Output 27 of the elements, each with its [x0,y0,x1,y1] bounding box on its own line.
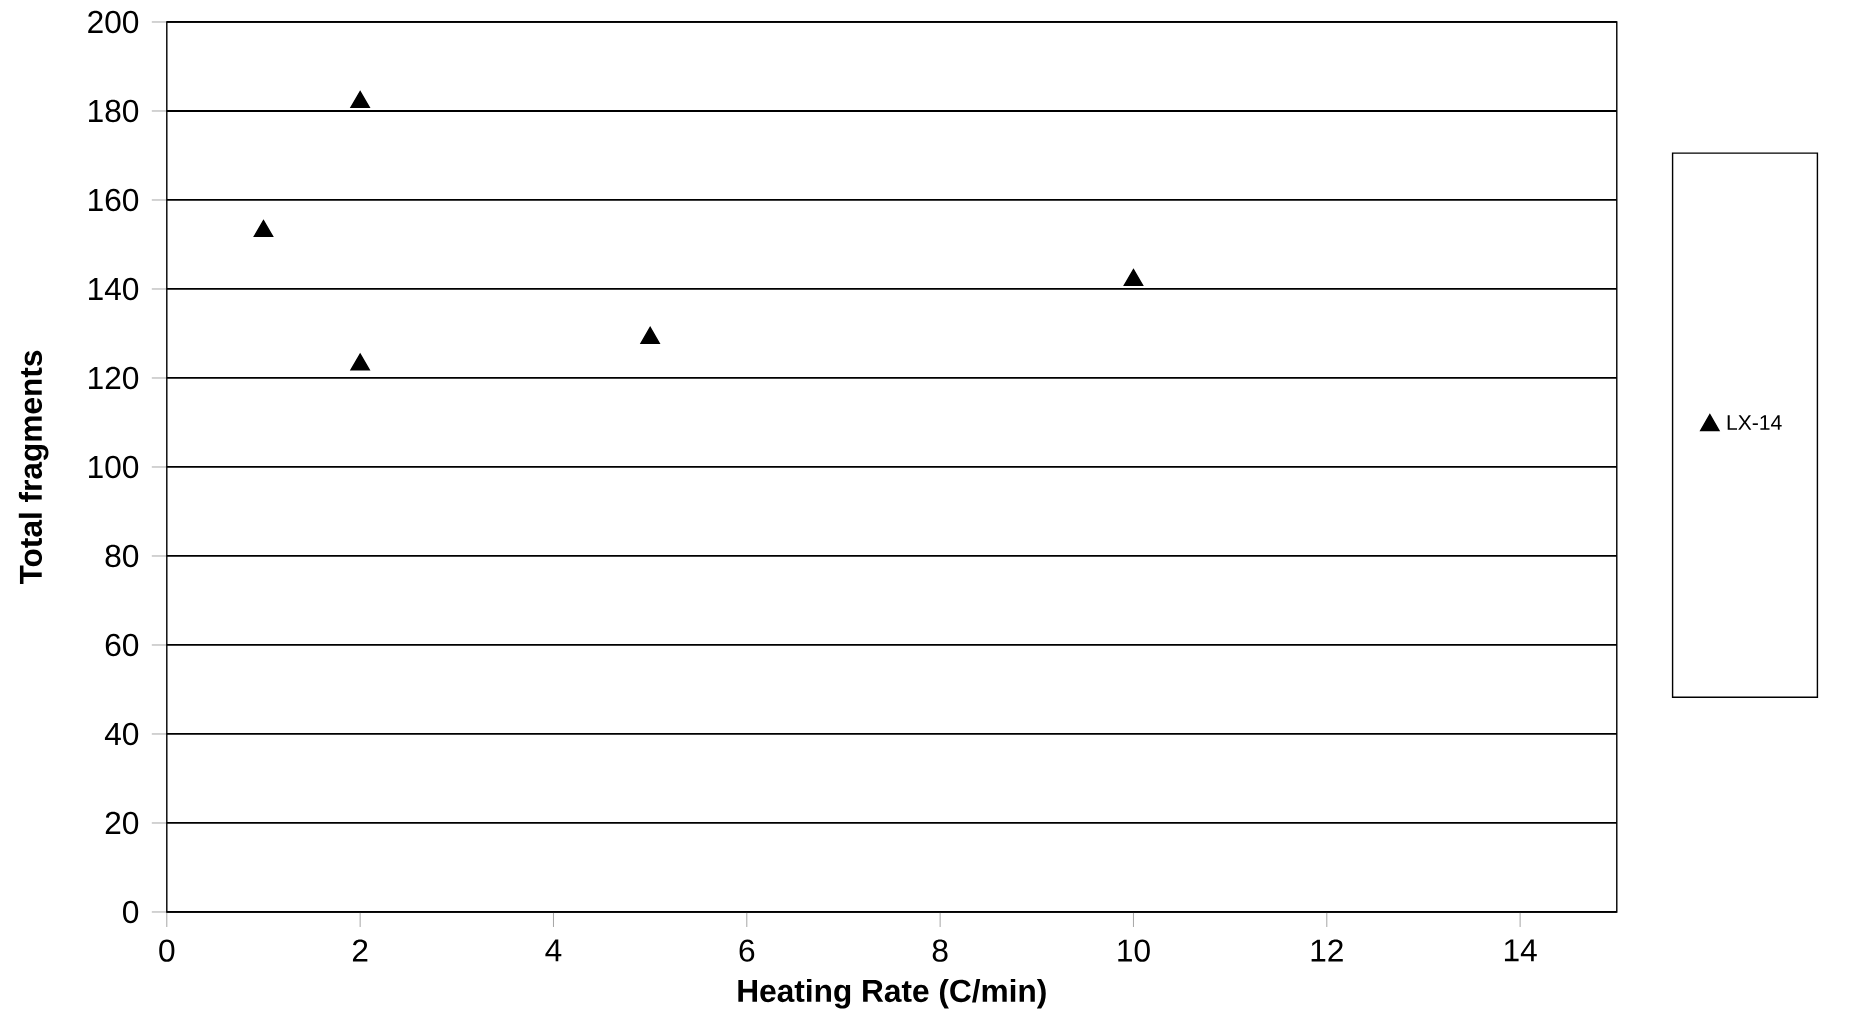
y-tick-label: 100 [89,455,139,479]
x-axis-title: Heating Rate (C/min) [738,978,1046,1009]
x-tick-label: 14 [1504,939,1537,962]
x-tick-label: 12 [1311,939,1343,962]
y-tick-label: 0 [123,900,139,924]
point [350,90,370,109]
x-tick-label: 6 [739,939,755,962]
y-tick-label: 180 [89,99,139,123]
x-tick-label: 2 [352,939,368,962]
y-tick-label: 160 [89,188,139,212]
y-tick-label: 80 [105,544,139,568]
y-tick-label: 140 [89,277,139,301]
x-tick-label: 0 [159,939,175,962]
y-tick-label: 40 [104,722,139,746]
legend-label: LX-14 [1727,415,1782,430]
x-tick-label: 8 [932,939,948,962]
y-tick-label: 200 [88,10,139,34]
point [640,326,660,344]
y-tick-label: 120 [89,366,139,390]
x-tick-label: 10 [1118,939,1150,962]
x-tick-label: 4 [545,939,562,962]
point [1123,268,1144,287]
y-tick-label: 60 [105,633,139,657]
y-axis-title: Total fragments [18,350,49,585]
point [350,353,370,371]
y-tick-label: 20 [105,811,139,835]
point [253,219,274,238]
